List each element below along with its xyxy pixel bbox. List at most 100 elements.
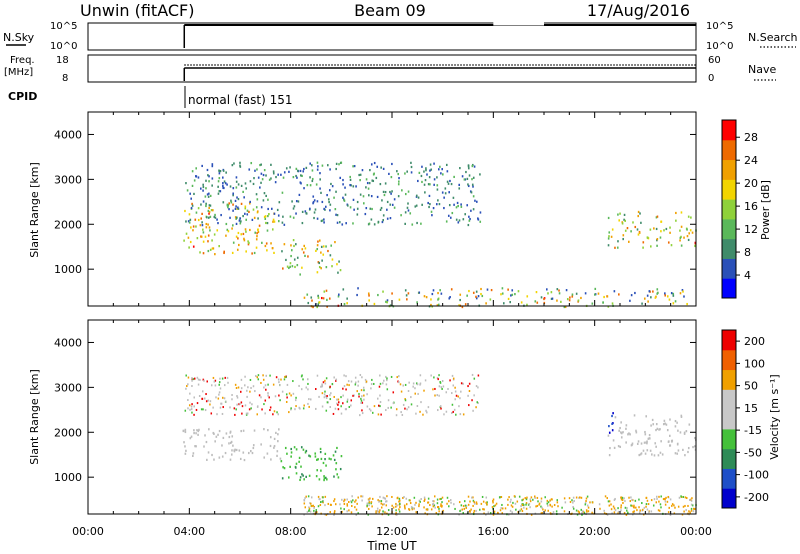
power-point	[232, 209, 234, 212]
velocity-point	[621, 496, 624, 499]
velocity-colorbar-frame	[721, 329, 737, 509]
velocity-point	[325, 395, 327, 398]
velocity-point	[572, 496, 575, 499]
power-point	[338, 260, 340, 263]
power-point	[200, 217, 203, 220]
power-point	[225, 222, 228, 226]
power-point	[240, 184, 243, 187]
power-point	[427, 201, 429, 205]
velocity-point	[299, 476, 302, 479]
power-point	[326, 164, 329, 167]
power-point	[464, 178, 467, 181]
velocity-point	[335, 468, 337, 471]
velocity-point	[691, 504, 694, 507]
velocity-point	[332, 412, 335, 415]
power-colorbar-color-bin	[722, 120, 736, 141]
velocity-point	[308, 509, 310, 512]
velocity-point	[487, 511, 490, 514]
power-point	[295, 200, 298, 203]
power-point	[199, 251, 201, 254]
power-point	[316, 247, 319, 251]
velocity-point	[655, 495, 658, 498]
power-point	[319, 172, 321, 175]
velocity-point	[202, 408, 204, 411]
power-colorbar-color-bin	[722, 218, 736, 240]
beam-title: Beam 09	[354, 1, 426, 20]
velocity-point	[381, 503, 384, 506]
velocity-point	[321, 392, 324, 395]
velocity-point	[340, 412, 343, 415]
power-point	[260, 206, 263, 209]
power-point	[321, 200, 324, 204]
power-point	[442, 173, 444, 176]
velocity-point	[326, 401, 329, 404]
power-point	[447, 182, 450, 185]
power-point	[436, 188, 439, 191]
power-point	[227, 230, 230, 233]
velocity-point	[386, 495, 388, 498]
power-point	[239, 164, 241, 167]
power-point	[185, 182, 187, 185]
power-point	[344, 186, 346, 189]
power-point	[432, 206, 435, 210]
velocity-point	[618, 429, 620, 432]
velocity-point	[544, 509, 546, 512]
power-point	[309, 162, 311, 165]
velocity-point	[688, 423, 691, 426]
velocity-point	[360, 399, 363, 402]
velocity-point	[687, 446, 690, 450]
power-point	[393, 198, 396, 201]
velocity-point	[580, 496, 583, 499]
velocity-point	[432, 505, 435, 508]
velocity-point	[358, 395, 360, 398]
velocity-point	[510, 498, 512, 501]
velocity-point	[286, 383, 289, 386]
power-point	[618, 219, 621, 222]
power-point	[365, 178, 368, 181]
velocity-point	[211, 453, 213, 457]
power-point	[271, 228, 274, 231]
velocity-point	[369, 497, 371, 500]
velocity-point	[449, 379, 451, 382]
velocity-point	[222, 436, 225, 440]
velocity-point	[273, 437, 276, 441]
power-point	[424, 191, 426, 194]
power-point	[618, 293, 620, 296]
power-point	[318, 301, 321, 304]
power-point	[316, 271, 319, 274]
power-point	[610, 235, 613, 238]
velocity-point	[329, 405, 331, 408]
power-point	[458, 304, 460, 307]
power-ytick-label: 4000	[54, 128, 82, 141]
velocity-point	[286, 452, 288, 455]
power-point	[375, 176, 378, 180]
power-point	[680, 225, 683, 228]
velocity-point	[404, 399, 407, 402]
velocity-point	[685, 509, 687, 512]
nsearch-label: N.Search	[748, 31, 798, 44]
velocity-point	[677, 449, 680, 452]
power-point	[441, 191, 444, 194]
power-point	[637, 210, 640, 214]
velocity-point	[620, 432, 623, 435]
velocity-point	[691, 497, 693, 500]
velocity-point	[247, 451, 250, 455]
power-point	[386, 299, 389, 302]
power-point	[216, 229, 219, 232]
power-point	[418, 291, 421, 294]
power-colorbar-tick-label: 12	[744, 223, 758, 236]
velocity-point	[501, 507, 504, 510]
power-point	[248, 210, 250, 213]
power-point	[296, 169, 299, 172]
power-point	[274, 181, 277, 184]
velocity-point	[318, 478, 321, 481]
velocity-point	[222, 406, 224, 409]
power-point	[300, 174, 302, 177]
velocity-point	[525, 498, 528, 501]
velocity-point	[379, 509, 381, 512]
velocity-point	[207, 399, 210, 402]
velocity-point	[359, 414, 361, 417]
velocity-point	[612, 439, 615, 442]
power-point	[234, 216, 237, 219]
